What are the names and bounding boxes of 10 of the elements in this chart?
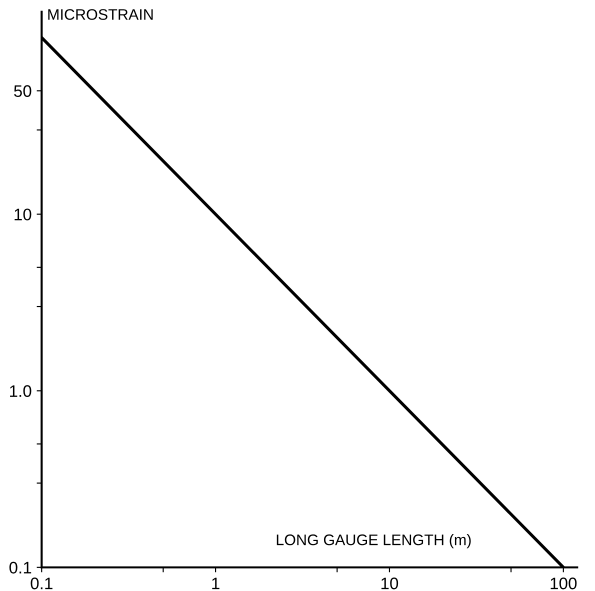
x-tick-label: 100 — [550, 578, 577, 590]
x-tick-label: 10 — [381, 578, 398, 590]
y-tick-label: 0.1 — [9, 562, 32, 574]
y-axis-title: MICROSTRAIN — [48, 9, 153, 20]
x-tick-label: 0.1 — [30, 578, 52, 590]
y-tick-label: 50 — [14, 85, 32, 97]
x-tick-label: 1 — [212, 578, 220, 590]
y-tick-label: 10 — [14, 208, 32, 220]
y-tick-label: 1.0 — [10, 385, 32, 397]
x-axis-title: LONG GAUGE LENGTH (m) — [276, 534, 471, 548]
